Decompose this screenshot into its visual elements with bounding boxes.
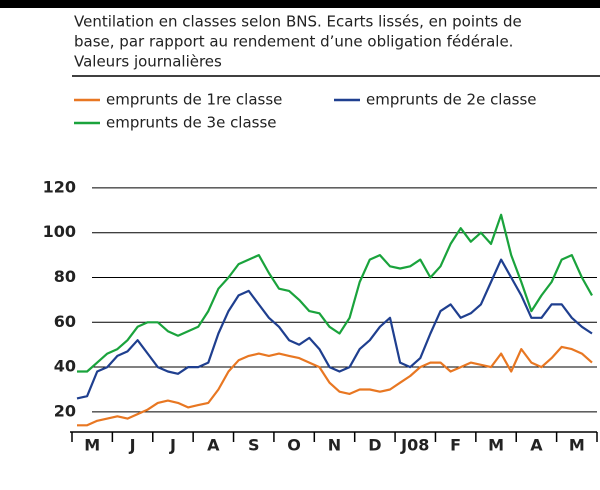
x-tick-label: M	[569, 436, 585, 455]
x-tick-label: J	[129, 436, 136, 455]
x-tick-label: A	[207, 436, 220, 455]
x-tick-label: A	[530, 436, 543, 455]
x-tick-label: D	[368, 436, 381, 455]
series-line	[76, 258, 593, 400]
x-tick-label: O	[287, 436, 301, 455]
legend-label: emprunts de 2e classe	[366, 91, 537, 109]
x-tick-label: M	[488, 436, 504, 455]
subtitle: base, par rapport au rendement d’une obl…	[74, 33, 513, 51]
legend-label: emprunts de 3e classe	[106, 114, 277, 132]
x-tick-label: J	[169, 436, 176, 455]
y-tick-label: 40	[54, 357, 76, 376]
y-tick-label: 120	[43, 177, 76, 196]
y-tick-label: 80	[54, 267, 76, 286]
x-tick-label: F	[450, 436, 461, 455]
subtitle: Valeurs journalières	[74, 53, 222, 71]
top-bar	[0, 0, 600, 8]
series-line	[77, 213, 593, 373]
x-tick-label: S	[248, 436, 260, 455]
x-tick-label: M	[84, 436, 100, 455]
y-tick-label: 100	[43, 222, 76, 241]
y-tick-label: 20	[54, 401, 76, 420]
y-tick-label: 60	[54, 312, 76, 331]
subtitle: Ventilation en classes selon BNS. Ecarts…	[74, 13, 522, 31]
legend-label: emprunts de 1re classe	[106, 91, 282, 109]
series-line	[77, 345, 593, 427]
x-tick-label: N	[328, 436, 341, 455]
x-tick-label: J08	[400, 436, 429, 455]
